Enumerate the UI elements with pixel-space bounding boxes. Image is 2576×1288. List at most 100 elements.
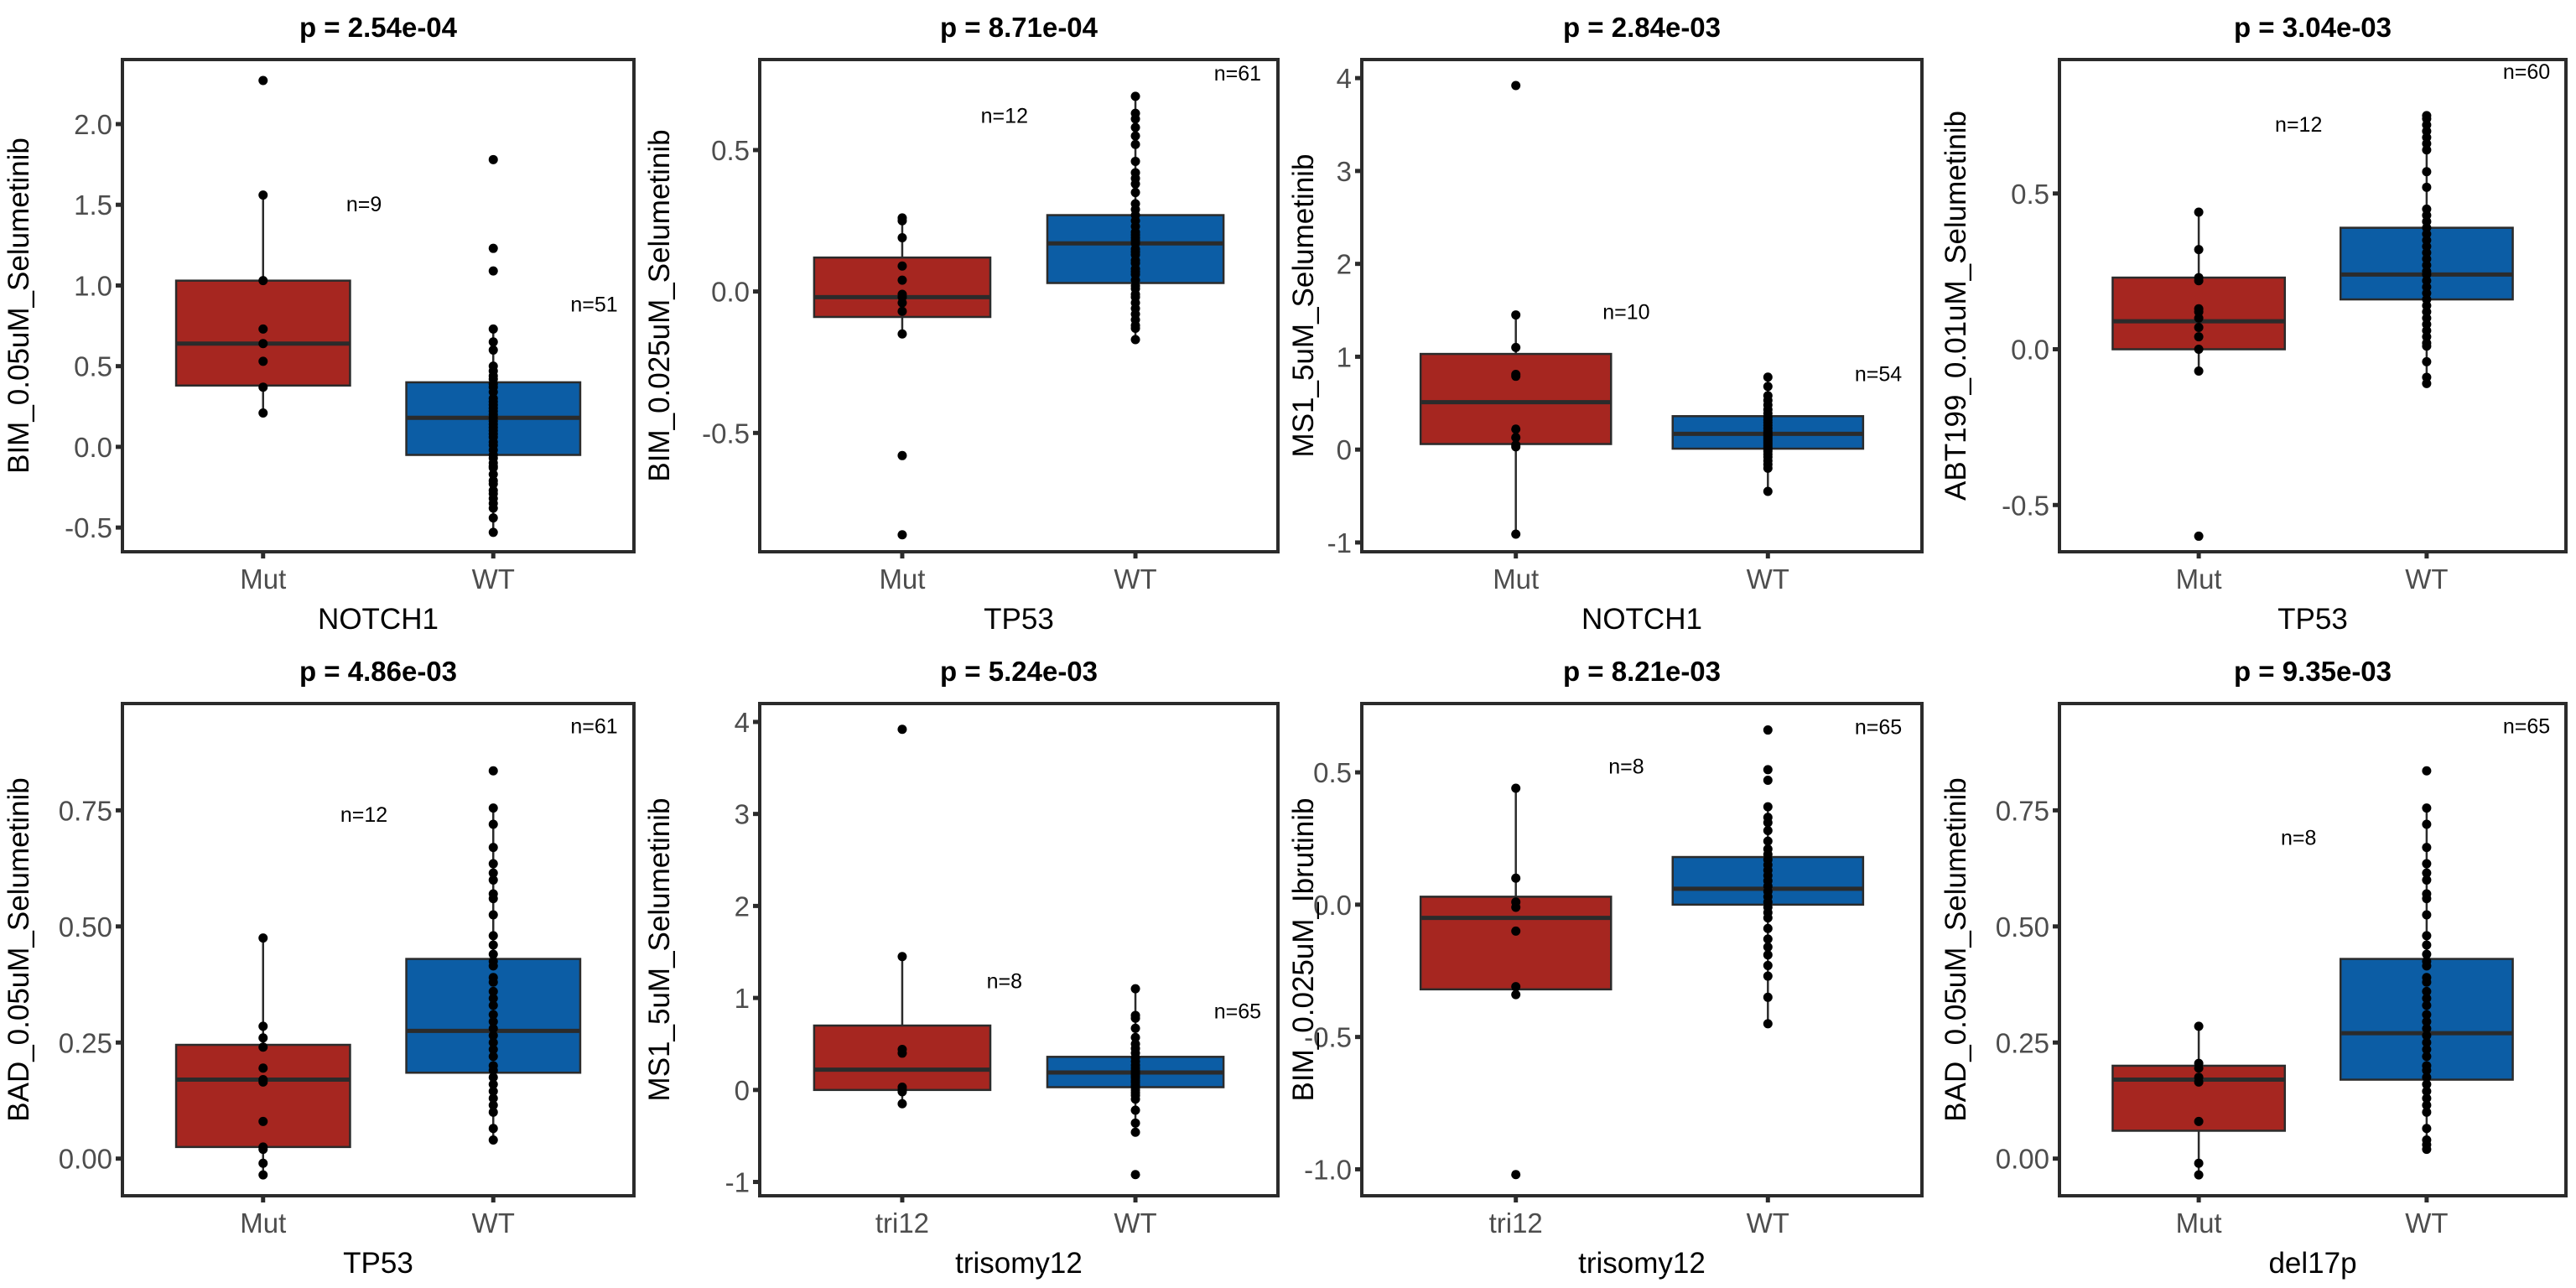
- data-point: [488, 337, 498, 347]
- data-point: [488, 1000, 498, 1010]
- data-point: [1511, 1170, 1521, 1180]
- n-label: n=60: [2503, 60, 2550, 84]
- data-point: [1511, 424, 1521, 434]
- y-tick-label: 0.5: [711, 135, 750, 166]
- data-point: [2194, 1063, 2204, 1073]
- data-point: [2422, 1037, 2432, 1047]
- data-point: [488, 1100, 498, 1110]
- data-point: [897, 1048, 907, 1058]
- data-point: [1511, 371, 1521, 382]
- data-point: [2422, 910, 2432, 920]
- data-point: [1763, 1019, 1773, 1029]
- n-label: n=54: [1855, 362, 1902, 386]
- x-tick-label: WT: [1114, 1208, 1156, 1239]
- data-point: [488, 1016, 498, 1026]
- x-axis-title: trisomy12: [1578, 1247, 1706, 1280]
- data-point: [1763, 836, 1773, 846]
- data-point: [258, 276, 268, 286]
- data-point: [488, 819, 498, 829]
- data-point: [1130, 1013, 1140, 1023]
- data-point: [897, 329, 907, 339]
- y-tick-label: 3: [1337, 156, 1352, 187]
- data-point: [1763, 950, 1773, 960]
- y-tick-label: -0.5: [2002, 490, 2049, 521]
- n-label: n=65: [1214, 1000, 1261, 1024]
- data-point: [2422, 1010, 2432, 1020]
- data-point: [488, 875, 498, 885]
- n-label: n=65: [2503, 715, 2550, 739]
- chart-title: p = 2.84e-03: [1563, 12, 1721, 43]
- y-tick-label: 1: [1337, 341, 1352, 372]
- data-point: [1763, 971, 1773, 981]
- data-point: [1763, 463, 1773, 473]
- data-point: [2422, 1000, 2432, 1010]
- data-point: [2422, 1016, 2432, 1026]
- y-tick-label: -0.5: [702, 418, 750, 449]
- data-point: [2194, 1077, 2204, 1087]
- data-point: [1130, 335, 1140, 345]
- data-point: [897, 1087, 907, 1097]
- y-tick-label: 0.0: [2011, 335, 2049, 366]
- data-point: [2422, 341, 2432, 351]
- y-tick-label: 0.5: [74, 351, 112, 382]
- box-group: n=8 tri12: [1419, 756, 1644, 1239]
- data-point: [258, 1021, 268, 1031]
- data-point: [2422, 949, 2432, 959]
- y-tick-label: 0.0: [711, 277, 750, 308]
- data-point: [2422, 894, 2432, 904]
- data-point: [2194, 332, 2204, 342]
- box-group: n=61 WT: [1046, 62, 1261, 595]
- data-point: [897, 306, 907, 316]
- y-tick-label: 0.0: [1313, 890, 1352, 921]
- x-tick-label: WT: [472, 1208, 515, 1239]
- chart-panel: p = 8.21e-03 -1.0 -0.5 0.0 0.5 BIM_0.025uM_Ib…: [1287, 656, 1924, 1280]
- data-point: [1511, 342, 1521, 352]
- data-point: [2194, 1116, 2204, 1126]
- data-point: [1130, 1094, 1140, 1104]
- x-tick-label: tri12: [875, 1208, 929, 1239]
- data-point: [2422, 1024, 2432, 1034]
- y-tick-label: -1: [725, 1167, 750, 1198]
- data-point: [488, 503, 498, 513]
- box-group: n=8 tri12: [813, 724, 1022, 1239]
- box-group: n=10 Mut: [1419, 80, 1650, 595]
- x-tick-label: tri12: [1489, 1208, 1543, 1239]
- data-point: [1763, 934, 1773, 944]
- x-axis-title: NOTCH1: [318, 603, 439, 636]
- n-label: n=12: [981, 104, 1028, 127]
- data-point: [1763, 913, 1773, 923]
- data-point: [1511, 310, 1521, 320]
- data-point: [258, 1042, 268, 1052]
- plot-frame: [121, 702, 636, 1197]
- data-point: [2422, 961, 2432, 971]
- x-tick-label: Mut: [240, 1208, 286, 1239]
- box: [174, 1043, 351, 1149]
- chart-title: p = 8.21e-03: [1563, 656, 1721, 687]
- chart-title: p = 3.04e-03: [2234, 12, 2392, 43]
- box-group: n=8 Mut: [2111, 827, 2316, 1239]
- box-group: n=12 Mut: [174, 803, 387, 1239]
- data-point: [2194, 345, 2204, 355]
- x-axis-title: NOTCH1: [1581, 603, 1702, 636]
- n-label: n=61: [1214, 62, 1261, 86]
- data-point: [258, 1033, 268, 1043]
- x-axis-title: TP53: [2277, 603, 2348, 636]
- data-point: [897, 261, 907, 271]
- chart-title: p = 9.35e-03: [2234, 656, 2392, 687]
- x-tick-label: Mut: [2176, 564, 2222, 595]
- data-point: [1130, 91, 1140, 101]
- x-tick-label: WT: [472, 564, 515, 595]
- data-point: [1130, 1032, 1140, 1042]
- data-point: [258, 324, 268, 334]
- y-tick-label: 0.0: [74, 432, 112, 463]
- data-point: [488, 345, 498, 355]
- data-point: [1130, 179, 1140, 189]
- data-point: [488, 1107, 498, 1117]
- n-label: n=10: [1602, 300, 1649, 324]
- y-tick-label: 0: [735, 1075, 750, 1106]
- box: [1419, 896, 1613, 991]
- data-point: [1511, 80, 1521, 91]
- y-tick-label: 0.25: [1996, 1027, 2049, 1058]
- data-point: [488, 1031, 498, 1041]
- data-point: [897, 233, 907, 243]
